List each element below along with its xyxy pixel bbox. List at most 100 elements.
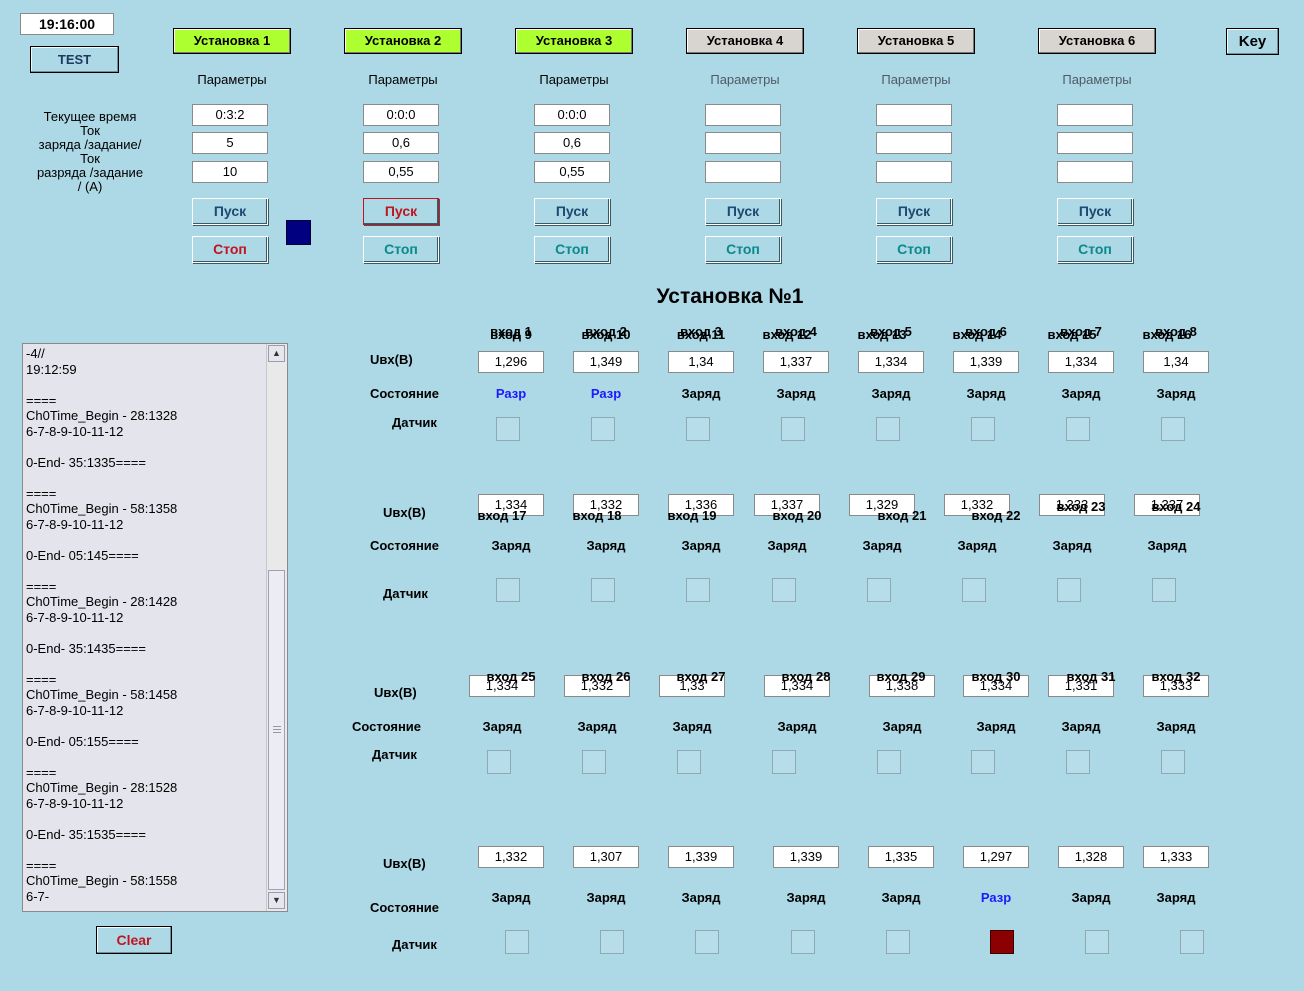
charge-current-field[interactable]: 0,6	[534, 132, 610, 154]
discharge-current-field[interactable]	[1057, 161, 1133, 183]
channel-label: вход 20	[772, 508, 822, 523]
channel-voltage-field[interactable]: 1,297	[963, 846, 1029, 868]
channel-voltage-field[interactable]: 1,334	[478, 494, 544, 516]
unit-tab-6[interactable]: Установка 6	[1038, 28, 1156, 54]
charge-current-field[interactable]: 0,6	[363, 132, 439, 154]
unit-params-label: Параметры	[710, 72, 780, 87]
channel-voltage-field[interactable]: 1,334	[858, 351, 924, 373]
channel-sensor-indicator	[876, 417, 900, 441]
channel-label: вход 23	[1056, 499, 1106, 514]
channel-voltage-field[interactable]: 1,333	[1143, 846, 1209, 868]
start-button[interactable]: Пуск	[876, 198, 952, 225]
discharge-current-field[interactable]: 10	[192, 161, 268, 183]
stop-button[interactable]: Стоп	[705, 236, 781, 263]
current-time-field[interactable]: 0:0:0	[363, 104, 439, 126]
channel-voltage-field[interactable]: 1,331	[1048, 675, 1114, 697]
channel-sensor-indicator	[600, 930, 624, 954]
channel-voltage-field[interactable]: 1,307	[573, 846, 639, 868]
start-button[interactable]: Пуск	[363, 198, 439, 225]
channel-voltage-field[interactable]: 1,334	[469, 675, 535, 697]
voltage-row-label: Uвх(В)	[383, 856, 426, 871]
current-time-field[interactable]: 0:0:0	[534, 104, 610, 126]
channel-voltage-field[interactable]: 1,332	[564, 675, 630, 697]
current-time-field[interactable]: 0:3:2	[192, 104, 268, 126]
channel-voltage-field[interactable]: 1,332	[573, 494, 639, 516]
stop-button[interactable]: Стоп	[534, 236, 610, 263]
channel-voltage-field[interactable]: 1,333	[1039, 494, 1105, 516]
stop-button[interactable]: Стоп	[1057, 236, 1133, 263]
channel-voltage-field[interactable]: 1,328	[1058, 846, 1124, 868]
scroll-down-icon[interactable]: ▼	[268, 892, 285, 909]
channel-voltage-field[interactable]: 1,332	[478, 846, 544, 868]
discharge-current-field[interactable]	[705, 161, 781, 183]
discharge-current-field[interactable]: 0,55	[363, 161, 439, 183]
channel-state-label: Заряд	[586, 538, 626, 553]
channel-voltage-field[interactable]: 1,329	[849, 494, 915, 516]
channel-voltage-field[interactable]: 1,337	[754, 494, 820, 516]
channel-voltage-field[interactable]: 1,339	[773, 846, 839, 868]
unit-tab-2[interactable]: Установка 2	[344, 28, 462, 54]
test-button[interactable]: TEST	[30, 46, 119, 73]
charge-current-field[interactable]: 5	[192, 132, 268, 154]
channel-sensor-indicator	[971, 750, 995, 774]
channel-voltage-field[interactable]: 1,336	[668, 494, 734, 516]
stop-button[interactable]: Стоп	[876, 236, 952, 263]
channel-voltage-field[interactable]: 1,332	[944, 494, 1010, 516]
scroll-thumb[interactable]	[268, 570, 285, 890]
channel-label: вход 24	[1151, 499, 1201, 514]
stop-button[interactable]: Стоп	[192, 236, 268, 263]
status-indicator	[286, 220, 311, 245]
sensor-row-label: Датчик	[392, 415, 437, 430]
start-button[interactable]: Пуск	[534, 198, 610, 225]
start-button[interactable]: Пуск	[705, 198, 781, 225]
key-button[interactable]: Key	[1226, 28, 1279, 55]
channel-voltage-field[interactable]: 1,34	[1143, 351, 1209, 373]
channel-voltage-field[interactable]: 1,337	[1134, 494, 1200, 516]
channel-sensor-indicator	[582, 750, 606, 774]
channel-state-label: Заряд	[1071, 890, 1111, 905]
channel-state-label: Разр	[590, 386, 622, 401]
stop-button[interactable]: Стоп	[363, 236, 439, 263]
current-time-field[interactable]	[876, 104, 952, 126]
channel-sensor-indicator	[1066, 417, 1090, 441]
unit-tab-4[interactable]: Установка 4	[686, 28, 804, 54]
unit-tab-5[interactable]: Установка 5	[857, 28, 975, 54]
channel-voltage-field[interactable]: 1,296	[478, 351, 544, 373]
log-listbox[interactable]: -4// 19:12:59 ==== Ch0Time_Begin - 28:13…	[22, 343, 288, 912]
charge-current-field[interactable]	[705, 132, 781, 154]
channel-voltage-field[interactable]: 1,334	[1048, 351, 1114, 373]
channel-state-label: Заряд	[1156, 386, 1196, 401]
channel-label: вход 3	[680, 324, 722, 339]
start-button[interactable]: Пуск	[1057, 198, 1133, 225]
unit-tab-1[interactable]: Установка 1	[173, 28, 291, 54]
scroll-up-icon[interactable]: ▲	[268, 345, 285, 362]
channel-voltage-field[interactable]: 1,33	[659, 675, 725, 697]
channel-label: вход 12	[762, 327, 812, 342]
channel-sensor-indicator	[1057, 578, 1081, 602]
discharge-current-field[interactable]	[876, 161, 952, 183]
channel-sensor-indicator	[867, 578, 891, 602]
channel-state-label: Заряд	[681, 538, 721, 553]
channel-voltage-field[interactable]: 1,349	[573, 351, 639, 373]
channel-voltage-field[interactable]: 1,337	[763, 351, 829, 373]
unit-tab-3[interactable]: Установка 3	[515, 28, 633, 54]
channel-voltage-field[interactable]: 1,333	[1143, 675, 1209, 697]
current-time-field[interactable]	[1057, 104, 1133, 126]
channel-voltage-field[interactable]: 1,338	[869, 675, 935, 697]
current-time-field[interactable]	[705, 104, 781, 126]
charge-current-field[interactable]	[1057, 132, 1133, 154]
channel-voltage-field[interactable]: 1,334	[963, 675, 1029, 697]
channel-state-label: Заряд	[1061, 719, 1101, 734]
channel-voltage-field[interactable]: 1,339	[668, 846, 734, 868]
discharge-current-field[interactable]: 0,55	[534, 161, 610, 183]
channel-voltage-field[interactable]: 1,34	[668, 351, 734, 373]
channel-voltage-field[interactable]: 1,334	[764, 675, 830, 697]
channel-voltage-field[interactable]: 1,339	[953, 351, 1019, 373]
channel-state-label: Разр	[495, 386, 527, 401]
log-scrollbar[interactable]: ▲ ▼	[266, 344, 287, 911]
channel-state-label: Заряд	[482, 719, 522, 734]
charge-current-field[interactable]	[876, 132, 952, 154]
start-button[interactable]: Пуск	[192, 198, 268, 225]
channel-voltage-field[interactable]: 1,335	[868, 846, 934, 868]
clear-button[interactable]: Clear	[96, 926, 172, 954]
